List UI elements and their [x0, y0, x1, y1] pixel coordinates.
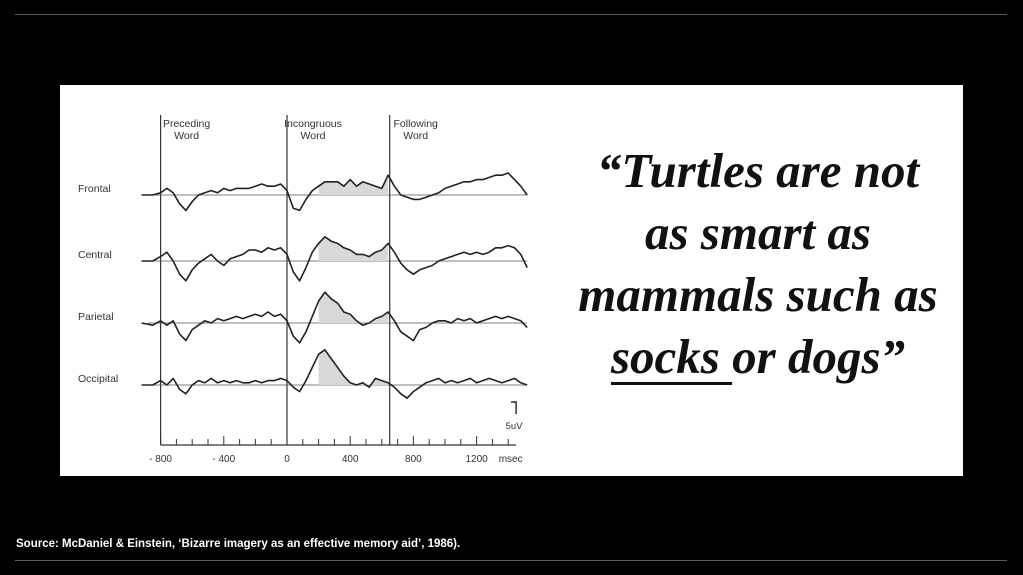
erp-trace-parietal: [141, 291, 528, 344]
marker-label: Following: [394, 118, 439, 130]
erp-trace-occipital: [141, 349, 528, 399]
erp-trace-frontal: [141, 172, 528, 212]
erp-trace-central: [141, 236, 528, 282]
channel-label: Occipital: [78, 373, 118, 385]
scale-bar: [511, 401, 517, 414]
channel-label: Frontal: [78, 183, 111, 195]
marker-label: Word: [174, 130, 199, 142]
marker-label: Word: [301, 130, 326, 142]
x-tick-label: - 400: [212, 454, 235, 465]
x-unit-label: msec: [499, 454, 523, 465]
quote-text-end: or dogs”: [732, 329, 906, 384]
erp-chart: PrecedingWordIncongruousWordFollowingWor…: [78, 115, 528, 465]
scale-bar-label: 5uV: [506, 421, 524, 432]
n400-shaded-area: [318, 349, 389, 385]
quote-text-start: “Turtles are not as smart as mammals suc…: [578, 143, 938, 322]
top-divider: [15, 14, 1007, 15]
n400-shaded-area: [318, 175, 389, 195]
channel-label: Parietal: [78, 311, 114, 323]
bottom-divider: [15, 560, 1007, 561]
x-tick-label: 0: [284, 454, 290, 465]
quote-text: “Turtles are not as smart as mammals suc…: [573, 140, 943, 388]
x-tick-label: 800: [405, 454, 422, 465]
x-tick-label: 400: [342, 454, 359, 465]
quote-underlined-word: socks: [610, 329, 733, 384]
marker-label: Preceding: [163, 118, 210, 130]
x-tick-label: 1200: [465, 454, 488, 465]
marker-label: Incongruous: [284, 118, 342, 130]
channel-label: Central: [78, 249, 112, 261]
x-tick-label: - 800: [149, 454, 172, 465]
marker-label: Word: [403, 130, 428, 142]
source-caption: Source: McDaniel & Einstein, ‘Bizarre im…: [16, 538, 461, 550]
slide-panel: Preceding Word Incongruous Word Following Wor…: [60, 85, 963, 476]
n400-shaded-area: [318, 292, 389, 323]
